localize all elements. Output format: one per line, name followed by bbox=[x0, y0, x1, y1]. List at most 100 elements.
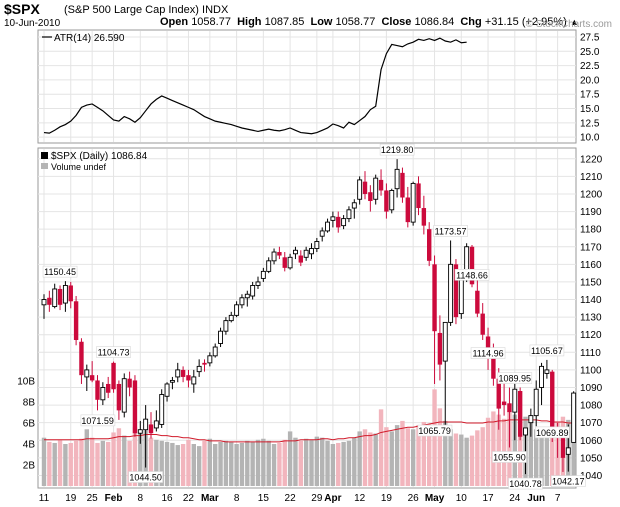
volume-bar bbox=[528, 423, 534, 486]
candle-body-up bbox=[410, 182, 416, 223]
price-annotation-box bbox=[42, 265, 78, 278]
candle-body-up bbox=[164, 383, 170, 397]
price-tick-label: 1170 bbox=[580, 242, 602, 253]
volume-bar bbox=[213, 444, 218, 486]
volume-bar bbox=[416, 425, 421, 486]
candle-body-up bbox=[239, 297, 245, 306]
price-tick-label: 1140 bbox=[580, 295, 602, 306]
candle-body-down bbox=[475, 290, 480, 314]
volume-bar bbox=[191, 444, 196, 486]
volume-bar bbox=[175, 445, 180, 486]
candle-body-up bbox=[159, 394, 165, 425]
candle-body-up bbox=[207, 355, 213, 364]
candle-body-up bbox=[528, 415, 534, 424]
volume-bar bbox=[544, 431, 550, 486]
atr-tick-label: 17.5 bbox=[580, 90, 600, 101]
candle-body-up bbox=[319, 230, 325, 237]
volume-moving-average-line bbox=[44, 419, 574, 443]
candle-body-down bbox=[362, 181, 368, 194]
x-tick-label: 11 bbox=[39, 493, 50, 504]
candle-body-up bbox=[293, 249, 298, 255]
candle-body-up bbox=[565, 447, 571, 455]
volume-bar bbox=[132, 427, 138, 486]
price-annotation: 1104.73 bbox=[98, 348, 130, 358]
candle-body-down bbox=[480, 313, 485, 335]
volume-bar bbox=[111, 432, 116, 486]
candle-body-up bbox=[448, 263, 454, 323]
candle-body-up bbox=[346, 209, 352, 220]
quote-line: Open 1058.77 High 1087.85 Low 1058.77 Cl… bbox=[160, 16, 579, 28]
price-annotation: 1042.17 bbox=[552, 477, 585, 487]
x-tick-label: 12 bbox=[354, 493, 366, 504]
candle-body-down bbox=[180, 369, 186, 377]
candle-body-up bbox=[244, 293, 250, 299]
price-tick-label: 1100 bbox=[580, 365, 602, 376]
candle-body-up bbox=[442, 321, 448, 362]
candle-body-up bbox=[234, 304, 240, 316]
volume-bar bbox=[400, 420, 405, 486]
volume-bar bbox=[138, 431, 143, 486]
volume-bar bbox=[341, 441, 346, 486]
volume-bar bbox=[534, 429, 539, 486]
candle-body-down bbox=[116, 383, 122, 411]
high-value: 1087.85 bbox=[264, 16, 305, 28]
volume-bar bbox=[52, 442, 57, 486]
candle-body-down bbox=[400, 172, 405, 198]
price-annotation: 1071.59 bbox=[81, 416, 114, 426]
volume-bar bbox=[469, 435, 475, 486]
atr-panel bbox=[37, 29, 577, 144]
price-tick-label: 1190 bbox=[580, 207, 602, 218]
candle-body-down bbox=[132, 380, 138, 434]
volume-bar bbox=[95, 442, 100, 486]
candle-body-up bbox=[303, 249, 309, 258]
candle-body-down bbox=[501, 401, 507, 406]
candle-body-up bbox=[218, 330, 224, 344]
volume-bar bbox=[485, 417, 491, 486]
price-annotation-box bbox=[492, 451, 527, 463]
volume-bar bbox=[480, 427, 485, 486]
volume-bar bbox=[196, 446, 202, 486]
candle-body-down bbox=[550, 371, 555, 434]
volume-bar bbox=[116, 428, 122, 486]
volume-bar bbox=[352, 437, 357, 486]
volume-bar bbox=[378, 409, 384, 486]
candle-body-up bbox=[266, 260, 272, 272]
x-tick-label: 24 bbox=[509, 493, 521, 504]
volume-bar bbox=[84, 429, 89, 486]
volume-bar bbox=[464, 437, 469, 486]
close-value: 1086.84 bbox=[414, 16, 455, 28]
price-annotation: 1150.45 bbox=[44, 267, 76, 277]
watermark: © StockCharts.com bbox=[525, 19, 612, 30]
candle-body-down bbox=[560, 434, 566, 458]
candle-body-down bbox=[336, 216, 341, 228]
candle-body-up bbox=[314, 241, 320, 249]
chart-subtitle: (S&P 500 Large Cap Index) INDX bbox=[64, 4, 228, 16]
volume-bar bbox=[512, 414, 517, 486]
x-tick-label: 19 bbox=[65, 493, 77, 504]
candle-body-up bbox=[309, 248, 314, 255]
x-tick-label: Mar bbox=[201, 493, 219, 504]
x-tick-label: 10 bbox=[456, 493, 468, 504]
volume-bar bbox=[550, 432, 555, 486]
candle-body-up bbox=[52, 288, 58, 308]
price-annotation: 1148.66 bbox=[456, 270, 488, 280]
price-tick-label: 1040 bbox=[580, 471, 603, 482]
atr-legend-text: ATR(14) 26.590 bbox=[54, 33, 125, 44]
price-annotation-box bbox=[96, 346, 131, 358]
candle-body-down bbox=[405, 197, 410, 223]
volume-bar bbox=[148, 437, 154, 486]
price-annotation-box bbox=[497, 372, 533, 384]
low-label: Low bbox=[310, 16, 333, 28]
price-tick-label: 1220 bbox=[580, 154, 603, 165]
x-tick-label: Apr bbox=[324, 493, 341, 504]
x-tick-label: Feb bbox=[105, 493, 123, 504]
candle-body-up bbox=[373, 177, 379, 200]
low-value: 1058.77 bbox=[335, 16, 376, 28]
volume-bar bbox=[336, 442, 341, 486]
price-tick-label: 1150 bbox=[580, 277, 602, 288]
volume-bar bbox=[448, 429, 453, 486]
volume-bar bbox=[250, 441, 255, 486]
volume-bar bbox=[271, 444, 277, 486]
open-label: Open bbox=[160, 16, 189, 28]
price-annotation-box bbox=[433, 225, 468, 237]
